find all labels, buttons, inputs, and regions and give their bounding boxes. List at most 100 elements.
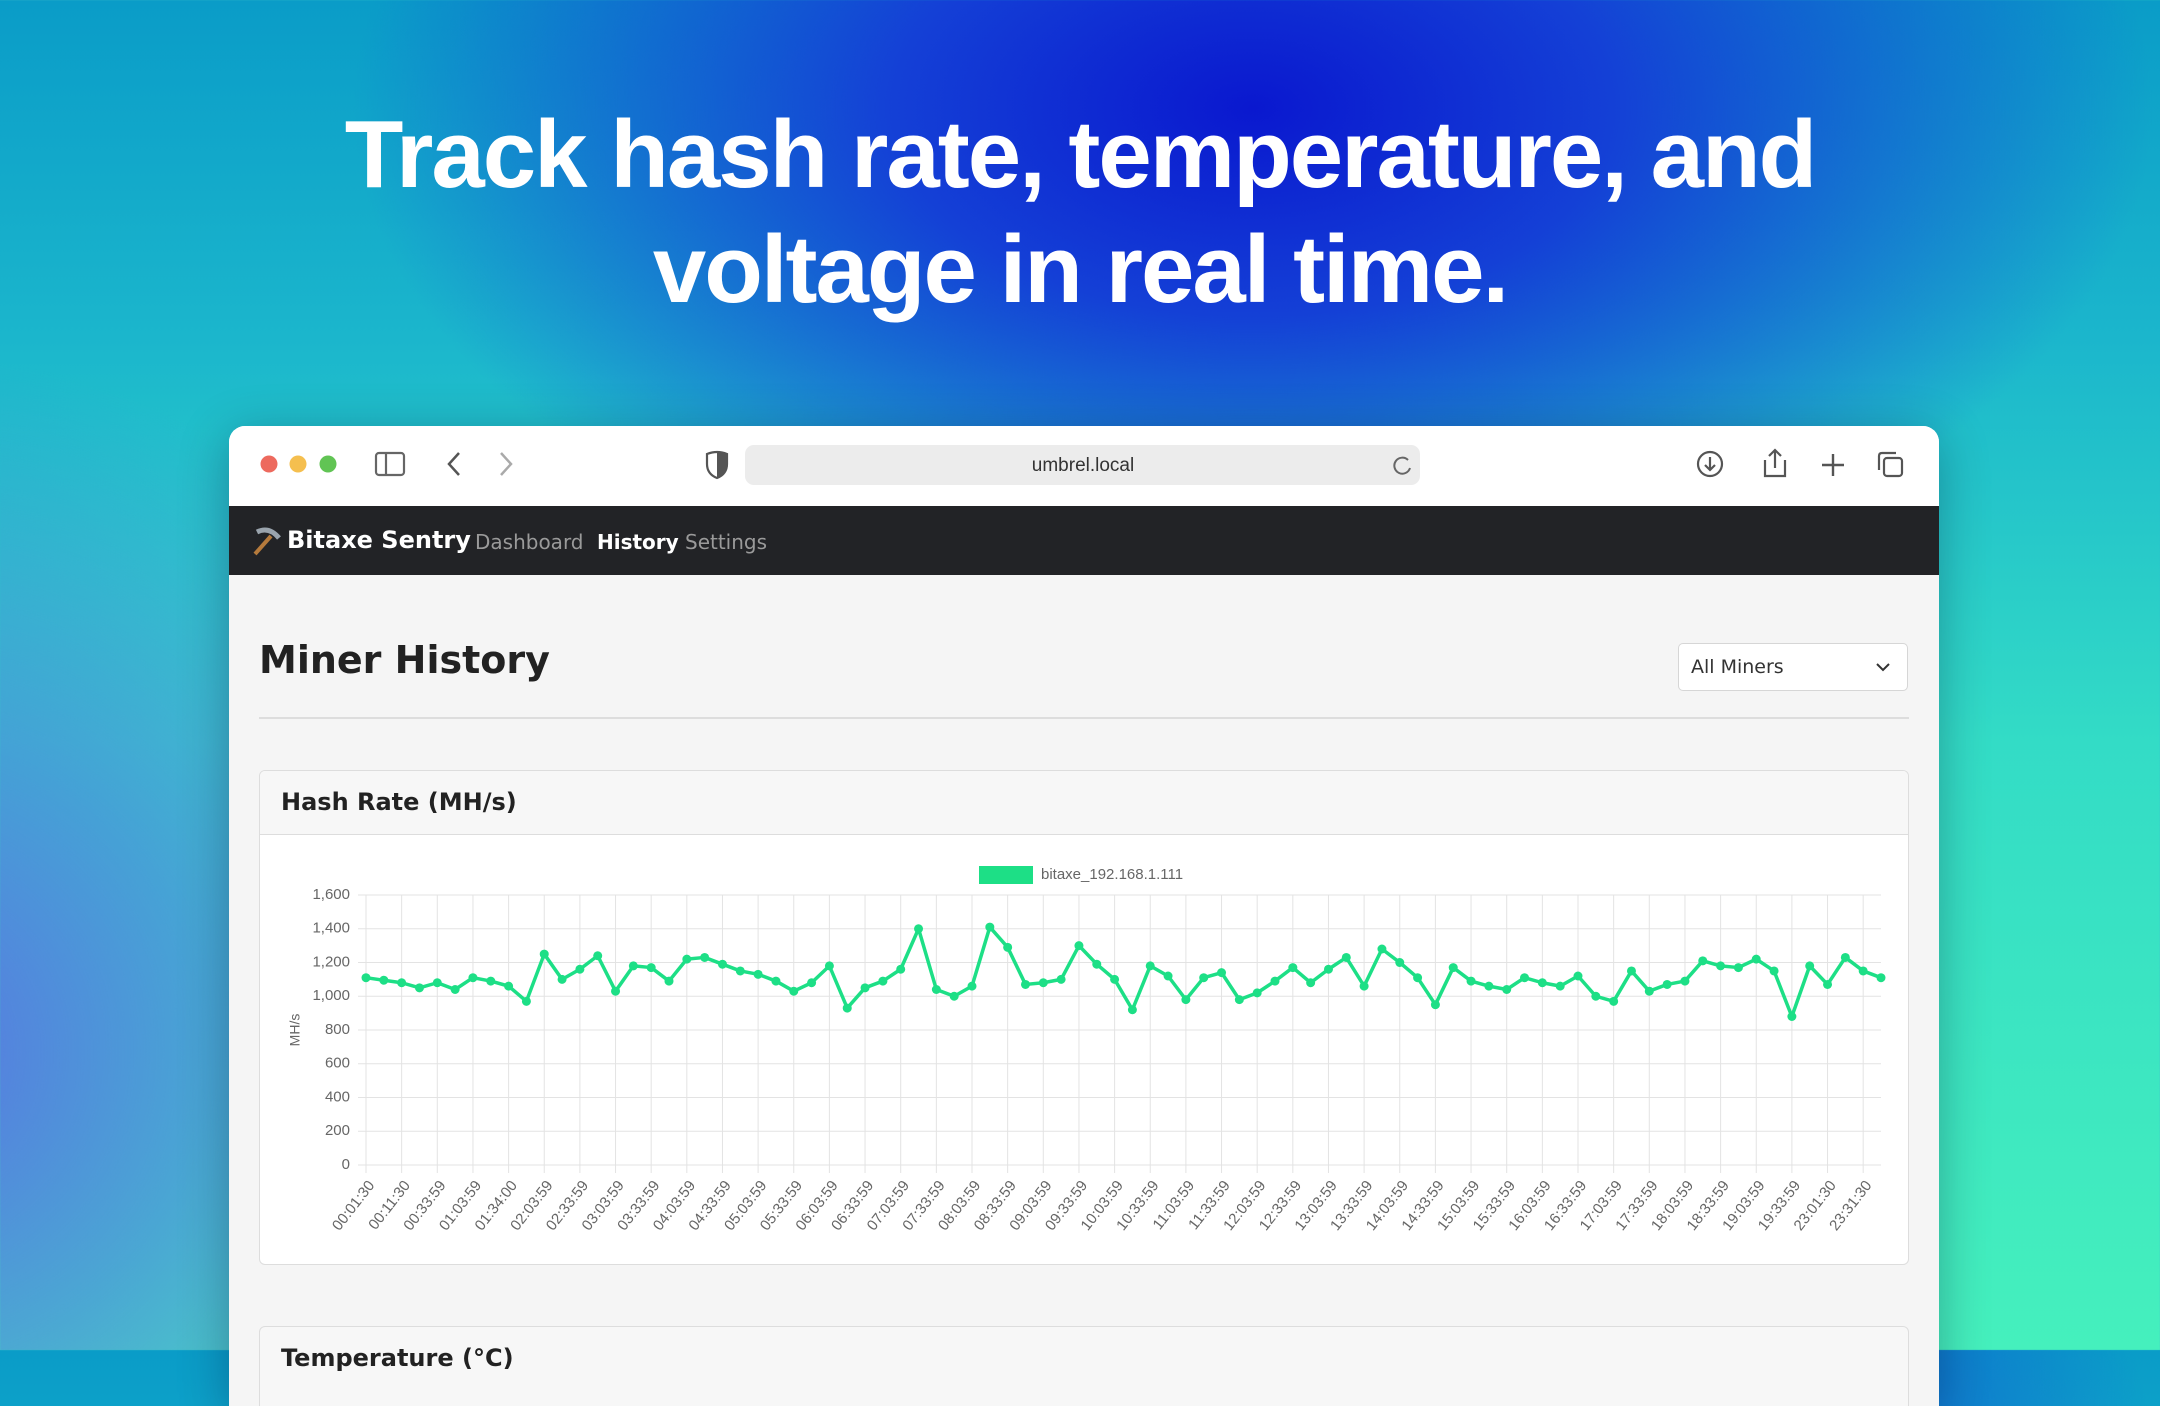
nav-link[interactable]: Dashboard [475,530,584,554]
download-button[interactable] [1696,450,1724,478]
y-tick-label: 0 [342,1156,350,1173]
back-button[interactable] [447,452,460,476]
url-bar[interactable] [745,445,1420,485]
tabs-button[interactable] [1877,451,1904,478]
data-point [931,985,941,994]
miner-select[interactable]: All Miners [1678,643,1908,691]
data-point [521,996,531,1006]
zoom-button[interactable] [319,455,337,473]
data-point [1751,954,1761,964]
data-point [949,991,959,1001]
data-point [1341,952,1351,962]
y-tick-label: 200 [325,1122,350,1139]
data-point [878,976,888,986]
data-point [1377,944,1387,954]
data-point [1769,966,1779,976]
brand-icon [253,527,281,556]
new-tab-button[interactable] [1822,454,1844,476]
data-point [1323,964,1333,974]
data-point [628,961,638,971]
data-point [1573,971,1583,981]
data-point [646,963,656,973]
data-point [789,986,799,996]
minimize-button[interactable] [289,455,307,473]
legend-label: bitaxe_192.168.1.111 [1041,866,1183,883]
data-point [717,959,727,969]
divider [259,717,1909,719]
data-point [379,975,389,985]
data-point [1680,976,1690,986]
privacy-icon-fill [717,452,727,478]
share-button[interactable] [1763,448,1787,478]
data-point [1074,941,1084,951]
next-card: Temperature (°C) [259,1326,1909,1406]
data-point [824,961,834,971]
data-point [967,981,977,991]
data-point [1234,995,1244,1005]
y-tick-label: 1,200 [312,953,350,970]
forward-button[interactable] [500,452,513,476]
brand[interactable]: Bitaxe Sentry [287,526,471,554]
data-point [361,973,371,983]
chart-card: Hash Rate (MH/s) 0 200 400 600 800 1,000 1,200… [259,770,1909,1265]
data-point [1662,979,1672,989]
reload-button[interactable] [1393,456,1411,475]
headline-line: voltage in real time. [652,216,1509,323]
sidebar-button[interactable] [374,451,406,477]
data-point [753,969,763,979]
card-title: Temperature (°C) [281,1344,514,1372]
data-point [504,981,514,991]
card-title: Hash Rate (MH/s) [281,788,517,816]
headline-line: Track hash rate, temperature, and [344,101,1818,208]
select-caret [1876,663,1890,672]
chart: 02004006008001,0001,2001,4001,600MH/s00:… [287,866,1886,1234]
data-point [1805,961,1815,971]
data-point [557,974,567,984]
data-point [1609,996,1619,1006]
data-point [682,954,692,964]
nav-link-active[interactable]: History [597,530,679,554]
y-tick-label: 600 [325,1055,350,1072]
data-point [1591,991,1601,1001]
data-point [1466,976,1476,986]
card-header: Hash Rate (MH/s) [260,771,1908,835]
data-point [1823,979,1833,989]
data-point [1252,988,1262,998]
data-point [914,924,924,934]
data-point [539,949,549,959]
data-point [1787,1012,1797,1021]
data-point [700,952,710,962]
data-point [450,985,460,994]
data-point [1181,995,1191,1005]
data-point [1626,966,1636,976]
data-point [1555,981,1565,991]
data-point [1413,973,1423,983]
y-tick-label: 1,400 [312,920,350,937]
series-line [365,925,1882,1019]
data-point [397,978,407,988]
y-axis-label: MH/s [287,1014,303,1047]
data-point [1430,1000,1440,1010]
data-point [896,964,906,974]
data-point [1145,961,1155,971]
data-point [1092,959,1102,969]
data-point [1020,979,1030,989]
data-point [1163,971,1173,981]
url-text: umbrel.local [1032,455,1134,476]
data-point [1876,973,1886,983]
data-point [985,922,995,932]
data-point [575,964,585,974]
toolbar-icons: umbrel.local [260,445,1904,485]
y-tick-label: 400 [325,1088,350,1105]
data-point [1858,966,1868,976]
data-point [1502,985,1512,994]
data-point [593,951,603,961]
data-point [1003,942,1013,952]
data-point [1537,978,1547,988]
nav-link[interactable]: Settings [685,530,768,554]
data-point [1733,963,1743,973]
data-point [1306,978,1316,988]
data-point [735,966,745,976]
data-point [1056,974,1066,984]
close-button[interactable] [260,455,278,473]
